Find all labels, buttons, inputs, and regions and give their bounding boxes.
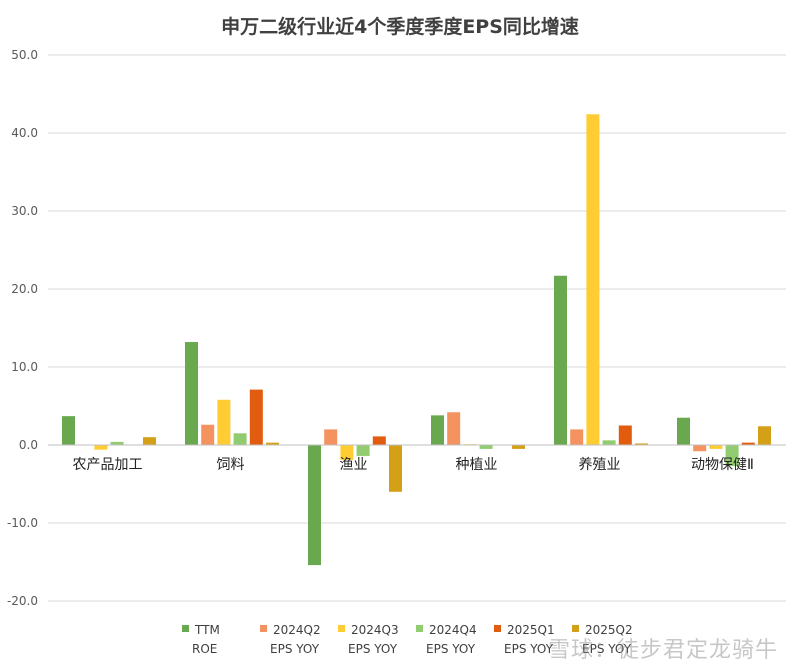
bar [249,389,263,445]
bar [266,442,279,445]
y-tick-label: 20.0 [11,282,38,296]
bar [94,445,108,450]
legend-swatch [494,625,501,632]
y-tick-label: 50.0 [11,48,38,62]
bar [185,342,198,445]
legend-label: EPS YOY [582,642,632,656]
legend-label: TTM [194,623,220,637]
legend-label: EPS YOY [426,642,476,656]
bar [447,412,461,445]
legend-label: EPS YOY [504,642,554,656]
bar [340,445,354,460]
watermark: 雪球：徒步君定龙骑牛 [548,638,779,663]
category-label: 动物保健Ⅱ [691,457,754,473]
bar [143,437,156,445]
bar [554,275,567,445]
y-tick-label: -10.0 [7,516,38,530]
legend-label: 2024Q3 [351,623,399,637]
legend-swatch [416,625,423,632]
bar [431,415,444,445]
bar [677,417,690,445]
bar [479,445,493,449]
bar [217,399,231,445]
legend-swatch [182,625,189,632]
bar [693,445,707,452]
y-tick-label: -20.0 [7,594,38,608]
bar [709,445,723,449]
bar [570,429,584,445]
legend-swatch [338,625,345,632]
bar [389,445,402,492]
y-tick-label: 40.0 [11,126,38,140]
bar [233,433,247,445]
bar [635,443,648,445]
chart-title: 申万二级行业近4个季度季度EPS同比增速 [221,16,579,38]
bar [372,436,386,445]
category-label: 农产品加工 [73,457,143,473]
bar [586,114,600,445]
legend-swatch [260,625,267,632]
category-label: 渔业 [340,457,368,473]
legend-label: EPS YOY [270,642,320,656]
bar [758,426,771,445]
bar [725,445,739,467]
bar [741,442,755,445]
bar [62,416,75,445]
category-label: 养殖业 [579,456,621,473]
legend-swatch [572,625,579,632]
category-label: 种植业 [456,457,498,473]
bar [512,445,525,449]
bar [308,445,321,566]
bar [618,425,632,445]
category-label: 饲料 [217,457,245,473]
legend-label: ROE [192,642,217,656]
legend-label: EPS YOY [348,642,398,656]
legend-label: 2024Q2 [273,623,321,637]
bar [110,441,124,445]
bar [201,424,215,445]
y-tick-label: 10.0 [11,360,38,374]
y-tick-label: 30.0 [11,204,38,218]
legend-label: 2025Q1 [507,623,555,637]
bar [356,445,370,456]
legend-label: 2024Q4 [429,623,477,637]
bar [602,440,616,445]
y-tick-label: 0.0 [19,438,38,452]
legend-label: 2025Q2 [585,623,633,637]
bar [324,429,338,445]
